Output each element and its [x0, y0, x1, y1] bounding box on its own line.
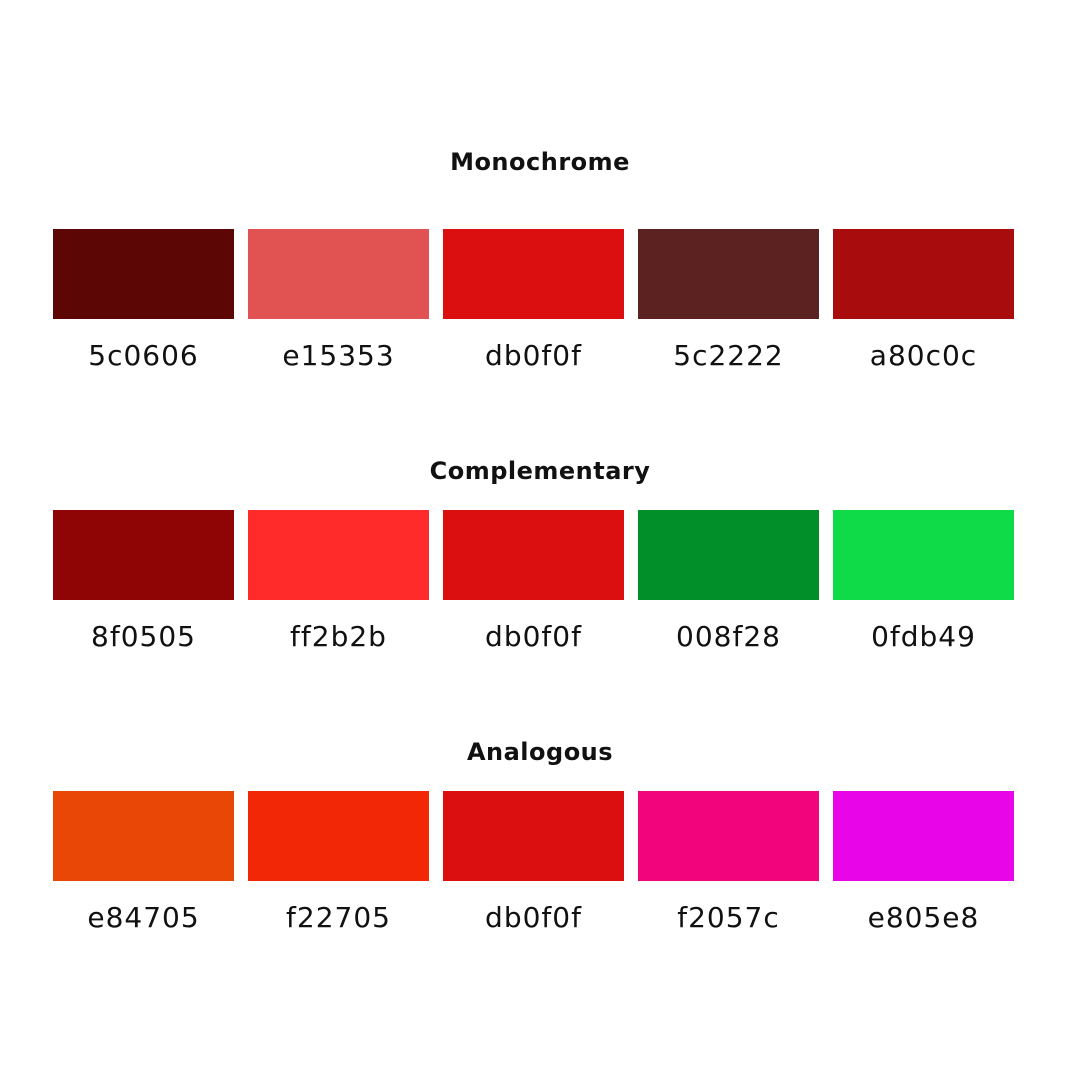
color-swatch[interactable]: [833, 791, 1014, 881]
color-cell: 5c2222: [638, 229, 819, 372]
color-cell: db0f0f: [443, 791, 624, 934]
color-swatch[interactable]: [248, 510, 429, 600]
color-cell: db0f0f: [443, 510, 624, 653]
color-cell: f2057c: [638, 791, 819, 934]
hex-label: 0fdb49: [871, 620, 976, 653]
color-cell: 008f28: [638, 510, 819, 653]
hex-label: 008f28: [676, 620, 781, 653]
hex-label: ff2b2b: [290, 620, 387, 653]
hex-label: db0f0f: [485, 901, 582, 934]
color-swatch[interactable]: [638, 510, 819, 600]
color-swatch[interactable]: [638, 229, 819, 319]
hex-label: e15353: [282, 339, 395, 372]
hex-label: f22705: [286, 901, 391, 934]
hex-label: e84705: [87, 901, 200, 934]
hex-label: f2057c: [677, 901, 780, 934]
color-swatch[interactable]: [833, 510, 1014, 600]
color-swatch[interactable]: [53, 791, 234, 881]
color-swatch[interactable]: [248, 791, 429, 881]
color-cell: ff2b2b: [248, 510, 429, 653]
palette-row-analogous: e84705 f22705 db0f0f f2057c e805e8: [53, 791, 1028, 951]
palette-title-complementary: Complementary: [429, 457, 651, 485]
color-swatch[interactable]: [443, 791, 624, 881]
color-cell: e15353: [248, 229, 429, 372]
hex-label: db0f0f: [485, 339, 582, 372]
color-swatch[interactable]: [443, 229, 624, 319]
color-swatch[interactable]: [443, 510, 624, 600]
color-swatch[interactable]: [53, 229, 234, 319]
color-swatch[interactable]: [638, 791, 819, 881]
hex-label: a80c0c: [869, 339, 978, 372]
color-cell: 8f0505: [53, 510, 234, 653]
color-cell: db0f0f: [443, 229, 624, 372]
color-cell: e805e8: [833, 791, 1014, 934]
color-cell: 5c0606: [53, 229, 234, 372]
palette-row-complementary: 8f0505 ff2b2b db0f0f 008f28 0fdb49: [53, 510, 1028, 670]
color-cell: f22705: [248, 791, 429, 934]
palette-title-monochrome: Monochrome: [450, 148, 630, 176]
palette-row-monochrome: 5c0606 e15353 db0f0f 5c2222 a80c0c: [53, 229, 1028, 389]
color-swatch[interactable]: [833, 229, 1014, 319]
color-cell: a80c0c: [833, 229, 1014, 372]
hex-label: 8f0505: [91, 620, 196, 653]
color-swatch[interactable]: [248, 229, 429, 319]
color-swatch[interactable]: [53, 510, 234, 600]
hex-label: 5c0606: [88, 339, 199, 372]
color-cell: 0fdb49: [833, 510, 1014, 653]
hex-label: db0f0f: [485, 620, 582, 653]
palette-title-analogous: Analogous: [466, 738, 614, 766]
color-cell: e84705: [53, 791, 234, 934]
hex-label: 5c2222: [673, 339, 784, 372]
hex-label: e805e8: [867, 901, 980, 934]
